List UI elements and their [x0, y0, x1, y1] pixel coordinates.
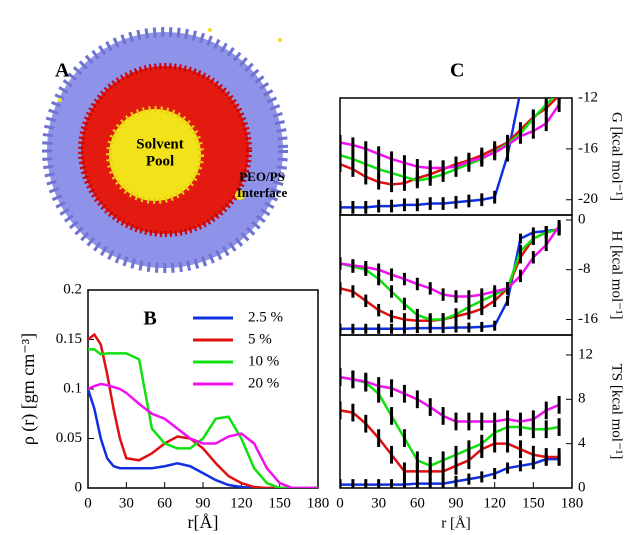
plot-area	[88, 332, 318, 488]
y-tick-label: 0	[75, 479, 83, 495]
plot-frame	[87, 289, 319, 489]
x-axis-label: r [Å]	[441, 515, 471, 531]
y-tick-label: 0.1	[63, 380, 82, 396]
y-tick-label: 4	[578, 435, 586, 451]
x-tick-label: 60	[157, 495, 172, 511]
y-tick-label: -16	[578, 311, 598, 327]
x-tick-label: 120	[230, 495, 253, 511]
y-tick-label: 0	[578, 479, 586, 495]
y-tick-label: 0.2	[63, 281, 82, 297]
plot-area	[340, 98, 561, 214]
x-tick-label: 90	[449, 495, 464, 511]
y-tick-label: -16	[578, 140, 598, 156]
y-tick-label: -20	[578, 191, 598, 207]
interface-text: PEO/PS	[239, 169, 285, 184]
series-line	[340, 228, 560, 331]
x-axis-label: r[Å]	[188, 512, 219, 532]
y-tick-label: -12	[578, 89, 598, 105]
series-line	[88, 388, 318, 488]
x-tick-label: 150	[522, 495, 545, 511]
legend-label: 20 %	[248, 375, 279, 391]
y-tick-label: 0	[578, 211, 586, 227]
y-tick-label: 0.15	[56, 331, 82, 347]
legend-label: 5 %	[248, 331, 272, 347]
x-tick-label: 120	[483, 495, 506, 511]
core-text: Pool	[146, 153, 174, 169]
plot-area	[340, 368, 561, 488]
interface-text: Interface	[237, 185, 288, 200]
legend-label: 10 %	[248, 353, 279, 369]
series-line	[88, 332, 318, 488]
core-text: Solvent	[136, 136, 184, 152]
y-axis-label: ρ (r) [gm cm⁻³]	[18, 333, 39, 445]
series-line	[340, 228, 560, 321]
series-line	[340, 375, 560, 468]
x-tick-label: 60	[410, 495, 425, 511]
x-tick-label: 30	[371, 495, 386, 511]
y-tick-label: 8	[578, 391, 586, 407]
series-line	[340, 225, 561, 298]
x-tick-label: 180	[561, 495, 584, 511]
x-tick-label: 90	[196, 495, 211, 511]
y-axis-label: G [kcal mol⁻¹]	[609, 112, 625, 201]
x-tick-label: 0	[336, 495, 344, 511]
series-line	[340, 457, 560, 486]
x-tick-label: 180	[307, 495, 330, 511]
series-line	[340, 98, 555, 182]
y-axis-label: TS [kcal mol⁻¹]	[609, 364, 625, 460]
series-line	[340, 409, 560, 473]
series-line	[88, 348, 318, 488]
series-line	[340, 103, 561, 170]
micelle-render	[42, 27, 288, 273]
series-line	[340, 375, 560, 423]
x-tick-label: 30	[119, 495, 134, 511]
x-tick-label: 150	[268, 495, 291, 511]
legend-label: 2.5 %	[248, 309, 283, 325]
panel-label: C	[450, 60, 464, 82]
y-tick-label: 12	[578, 346, 593, 362]
y-axis-label: H [kcal mol⁻¹]	[609, 230, 625, 319]
plot-area	[340, 219, 561, 334]
series-line	[88, 382, 318, 488]
chart-title: B	[143, 308, 156, 330]
y-tick-label: -8	[578, 261, 591, 277]
panel-label: A	[55, 60, 70, 82]
y-tick-label: 0.05	[56, 430, 82, 446]
x-tick-label: 0	[84, 495, 92, 511]
